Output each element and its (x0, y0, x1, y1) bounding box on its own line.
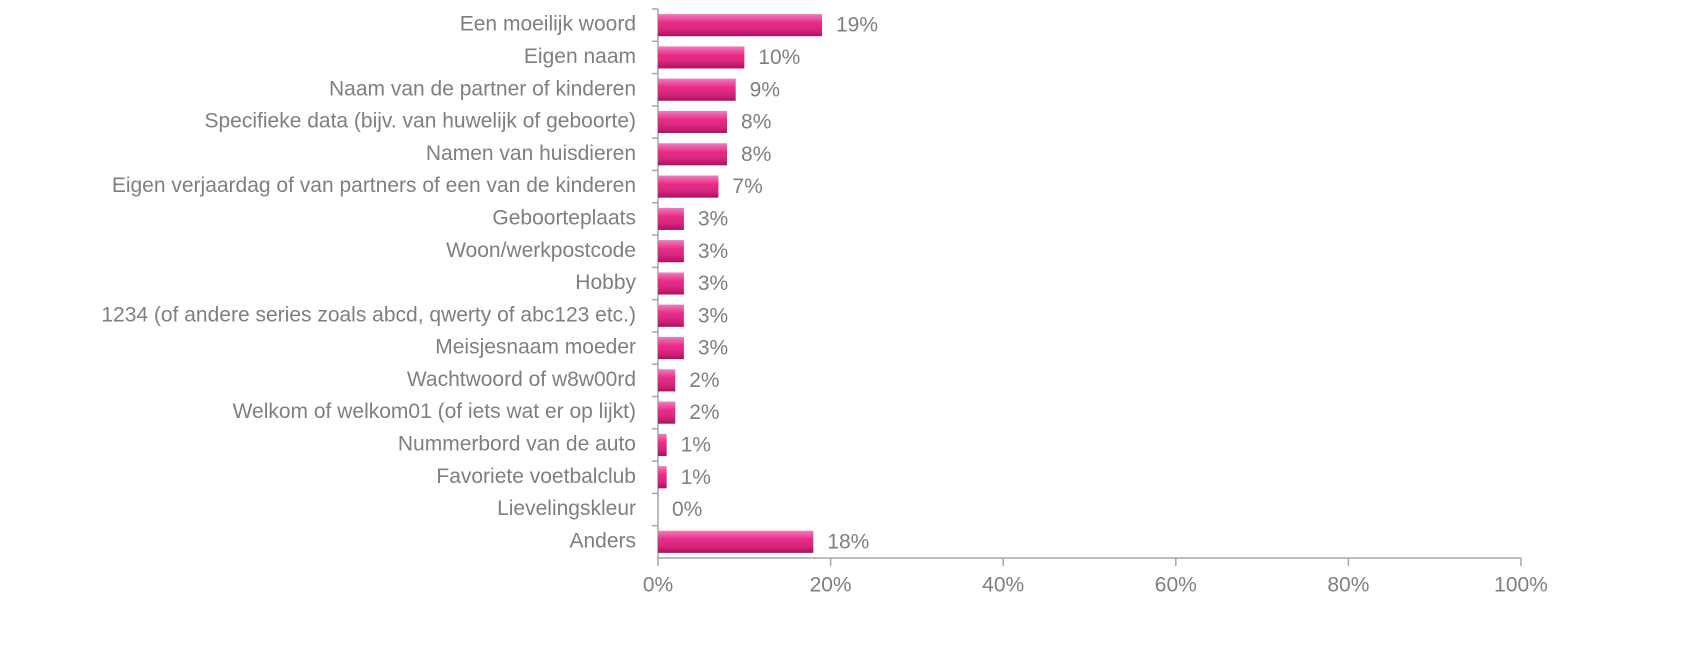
y-tick-label: Een moeilijk woord (460, 13, 636, 36)
y-tick-label: Wachtwoord of w8w00rd (407, 368, 636, 391)
bar-shine (658, 369, 676, 392)
y-tick-label: Eigen verjaardag of van partners of een … (112, 174, 636, 197)
value-label: 1% (681, 466, 711, 489)
bar-shine (658, 401, 676, 424)
y-tick-label: Lievelingskleur (497, 497, 636, 520)
x-tick-label: 20% (810, 574, 852, 597)
y-tick-label: Naam van de partner of kinderen (329, 77, 636, 100)
bar-shine (658, 111, 728, 134)
bar-shine (658, 337, 684, 360)
value-label: 10% (758, 46, 800, 69)
x-tick-label: 40% (982, 574, 1024, 597)
value-label: 3% (698, 272, 728, 295)
y-tick-label: Specifieke data (bijv. van huwelijk of g… (204, 110, 636, 133)
bar-shine (658, 272, 684, 295)
value-label: 0% (672, 498, 702, 521)
bar-shine (658, 530, 814, 553)
y-tick-label: Woon/werkpostcode (446, 239, 636, 262)
y-tick-label: Nummerbord van de auto (398, 433, 636, 456)
value-label: 3% (698, 240, 728, 263)
bar-shine (658, 175, 719, 198)
y-tick-label: Eigen naam (524, 45, 636, 68)
bar-shine (658, 46, 745, 69)
value-label: 8% (741, 111, 771, 134)
value-label: 2% (689, 369, 719, 392)
x-tick-label: 60% (1155, 574, 1197, 597)
y-tick-label: Geboorteplaats (492, 206, 636, 229)
value-label: 7% (732, 175, 762, 198)
value-label: 19% (836, 14, 878, 37)
value-label: 3% (698, 337, 728, 360)
value-label: 8% (741, 143, 771, 166)
bar-shine (658, 14, 822, 37)
y-tick-label: Welkom of welkom01 (of iets wat er op li… (233, 400, 636, 423)
value-label: 3% (698, 207, 728, 230)
y-tick-label: Favoriete voetbalclub (436, 465, 636, 488)
x-tick-label: 0% (643, 574, 673, 597)
y-tick-label: Anders (569, 529, 636, 552)
value-label: 9% (750, 78, 780, 101)
x-tick-label: 80% (1327, 574, 1369, 597)
y-tick-label: Namen van huisdieren (426, 142, 636, 165)
bar-shine (658, 240, 684, 263)
value-label: 1% (681, 434, 711, 457)
y-tick-label: 1234 (of andere series zoals abcd, qwert… (101, 303, 636, 326)
value-label: 2% (689, 401, 719, 424)
y-tick-label: Meisjesnaam moeder (435, 336, 636, 359)
bar-shine (658, 304, 684, 327)
bar-shine (658, 78, 736, 101)
bar-shine (658, 207, 684, 230)
bar-shine (658, 143, 728, 166)
bar-shine (658, 433, 667, 456)
x-tick-label: 100% (1494, 574, 1548, 597)
bar-shine (658, 466, 667, 489)
value-label: 3% (698, 304, 728, 327)
value-label: 18% (827, 530, 869, 553)
y-tick-label: Hobby (575, 271, 636, 294)
